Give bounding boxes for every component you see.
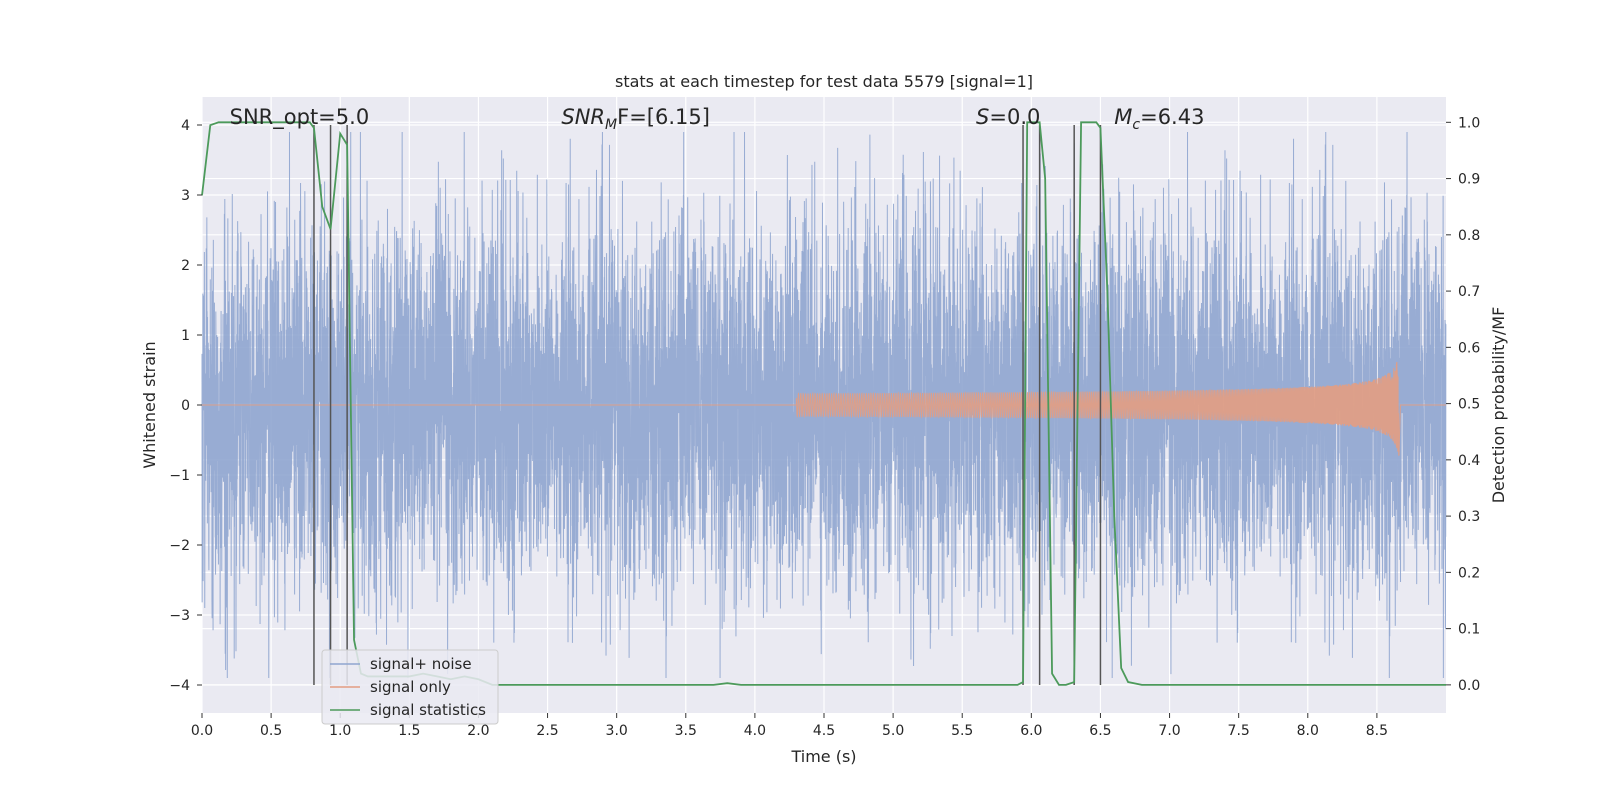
y-right-tick-label-1: 0.1: [1458, 622, 1480, 638]
signal-only-series: [202, 362, 1446, 456]
x-tick-label-6: 3.0: [606, 723, 628, 739]
y-left-tick-label-5: 1: [181, 328, 190, 344]
x-tick-label-1: 0.5: [260, 723, 282, 739]
y-left-tick-label-3: −1: [169, 468, 190, 484]
x-tick-label-15: 7.5: [1228, 723, 1250, 739]
x-tick-label-10: 5.0: [882, 723, 904, 739]
y-right-tick-label-5: 0.5: [1458, 397, 1480, 413]
y-right-axis-label: Detection probability/MF: [1489, 307, 1508, 504]
x-tick-label-17: 8.5: [1366, 723, 1388, 739]
annotation-snr-mf: SNRMF=[6.15]: [561, 105, 710, 133]
y-right-tick-label-6: 0.6: [1458, 340, 1480, 356]
x-tick-label-12: 6.0: [1020, 723, 1042, 739]
y-left-tick-label-4: 0: [181, 398, 190, 414]
y-left-tick-label-6: 2: [181, 258, 190, 274]
y-left-tick-label-0: −4: [169, 678, 190, 694]
x-tick-label-3: 1.5: [398, 723, 420, 739]
y-left-tick-label-2: −2: [169, 538, 190, 554]
x-tick-label-8: 4.0: [744, 723, 766, 739]
x-axis-label: Time (s): [790, 747, 856, 766]
noise-trace: [201, 131, 1447, 679]
y-right-tick-label-7: 0.7: [1458, 284, 1480, 300]
y-right-axis-ticks: 0.0 0.1 0.2 0.3 0.4 0.5 0.6 0.7 0.8 0.9 1.0: [1446, 115, 1480, 694]
y-right-tick-label-0: 0.0: [1458, 678, 1480, 694]
annotation-mc: Mc=6.43: [1114, 105, 1204, 133]
x-tick-label-9: 4.5: [813, 723, 835, 739]
y-right-tick-label-2: 0.2: [1458, 565, 1480, 581]
signal-statistics-line: [201, 121, 1446, 686]
x-tick-label-13: 6.5: [1089, 723, 1111, 739]
x-tick-label-2: 1.0: [329, 723, 351, 739]
x-tick-label-11: 5.5: [951, 723, 973, 739]
detection-vertical-lines: [313, 125, 1102, 685]
signal-only-trace: [202, 362, 1446, 456]
x-tick-label-16: 8.0: [1297, 723, 1319, 739]
y-right-tick-label-10: 1.0: [1458, 115, 1480, 131]
signal-plus-noise-series: [201, 131, 1447, 679]
y-left-axis-label: Whitened strain: [140, 341, 159, 468]
legend-box: [321, 649, 499, 725]
y-right-tick-label-9: 0.9: [1458, 172, 1480, 188]
y-right-tick-label-8: 0.8: [1458, 228, 1480, 244]
x-tick-label-0: 0.0: [191, 723, 213, 739]
x-tick-label-14: 7.0: [1158, 723, 1180, 739]
chart-title: stats at each timestep for test data 557…: [615, 72, 1033, 91]
legend-label-noise: signal+ noise: [370, 655, 472, 673]
y-left-tick-label-8: 4: [181, 118, 190, 134]
legend-label-signal-statistics: signal statistics: [370, 701, 486, 719]
y-left-tick-label-7: 3: [181, 188, 190, 204]
x-tick-label-5: 2.5: [536, 723, 558, 739]
annotations: SNR_opt=5.0 SNRMF=[6.15] S=0.0 Mc=6.43: [230, 105, 1205, 133]
legend: signal+ noise signal only signal statist…: [321, 649, 499, 725]
y-right-tick-label-4: 0.4: [1458, 453, 1480, 469]
legend-label-signal-only: signal only: [370, 678, 451, 696]
annotation-s: S=0.0: [976, 105, 1040, 129]
annotation-snr-opt: SNR_opt=5.0: [230, 105, 370, 130]
y-right-tick-label-3: 0.3: [1458, 509, 1480, 525]
x-tick-label-4: 2.0: [467, 723, 489, 739]
y-left-axis-ticks: −4 −3 −2 −1 0 1 2 3 4: [169, 118, 202, 694]
y-left-tick-label-1: −3: [169, 608, 190, 624]
x-tick-label-7: 3.5: [675, 723, 697, 739]
signal-statistics-series: [201, 121, 1446, 686]
x-axis-ticks: 0.0 0.5 1.0 1.5 2.0 2.5 3.0 3.5 4.0 4.5 5.0 5.5 6.0 6…: [191, 713, 1388, 739]
